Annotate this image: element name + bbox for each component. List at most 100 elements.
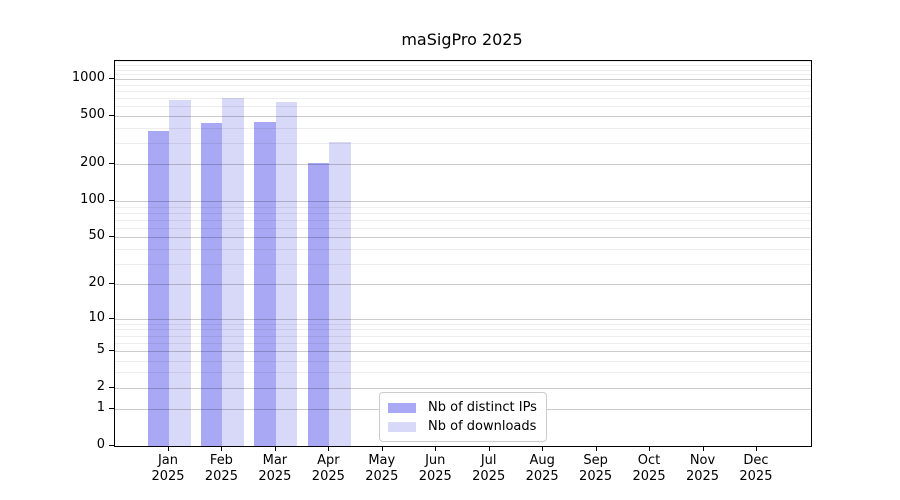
x-tick-label-oct: Oct 2025 xyxy=(617,453,681,484)
x-tick-mark-apr xyxy=(328,446,330,451)
gridline-1200 xyxy=(115,69,811,71)
gridline-3 xyxy=(115,372,811,374)
y-tick-mark-20 xyxy=(109,283,114,285)
x-tick-year: 2025 xyxy=(632,468,666,484)
y-tick-mark-500 xyxy=(109,114,114,116)
bar-downloads-mar xyxy=(275,102,298,446)
x-tick-month: Sep xyxy=(583,453,608,468)
x-tick-year: 2025 xyxy=(258,468,292,484)
x-tick-year: 2025 xyxy=(151,468,185,484)
legend-row-distinct-ips: Nb of distinct IPs xyxy=(388,398,538,417)
y-tick-label-200: 200 xyxy=(80,155,105,171)
y-tick-mark-0 xyxy=(109,445,114,446)
gridline-1400 xyxy=(115,61,811,63)
gridline-20 xyxy=(115,284,811,286)
x-tick-label-apr: Apr 2025 xyxy=(296,453,360,484)
x-tick-mark-jan xyxy=(168,446,169,451)
gridline-80 xyxy=(115,212,811,214)
x-tick-year: 2025 xyxy=(739,468,773,484)
gridline-8 xyxy=(115,329,811,331)
bar-distinct-ips-feb xyxy=(200,122,223,446)
gridline-600 xyxy=(115,106,811,108)
x-tick-mark-may xyxy=(381,446,383,451)
bar-downloads-apr xyxy=(329,142,351,446)
gridline-1000 xyxy=(115,79,811,81)
x-tick-month: Mar xyxy=(262,453,288,468)
bar-downloads-feb xyxy=(222,98,244,446)
x-tick-month: Dec xyxy=(743,453,769,468)
legend-label-distinct-ips: Nb of distinct IPs xyxy=(428,400,537,415)
y-tick-label-100: 100 xyxy=(80,191,105,207)
gridline-1100 xyxy=(115,74,811,76)
bar-distinct-ips-apr xyxy=(307,163,330,446)
y-tick-label-10: 10 xyxy=(88,309,105,325)
x-tick-month: Jan xyxy=(157,453,179,468)
x-tick-mark-nov xyxy=(702,446,704,451)
gridline-90 xyxy=(115,206,811,208)
x-tick-month: Jun xyxy=(425,453,446,468)
x-tick-year: 2025 xyxy=(472,468,506,484)
y-tick-mark-50 xyxy=(109,236,114,238)
gridline-200 xyxy=(115,164,811,166)
x-tick-label-nov: Nov 2025 xyxy=(671,453,735,484)
y-tick-mark-200 xyxy=(109,163,114,165)
gridline-40 xyxy=(115,248,811,250)
x-tick-mark-sep xyxy=(595,446,597,451)
x-tick-mark-feb xyxy=(221,446,223,451)
legend-swatch-distinct-ips xyxy=(388,402,416,413)
x-tick-label-may: May 2025 xyxy=(350,453,414,484)
gridline-30 xyxy=(115,263,811,265)
x-tick-label-dec: Dec 2025 xyxy=(724,453,788,484)
x-tick-label-feb: Feb 2025 xyxy=(189,453,253,484)
x-tick-year: 2025 xyxy=(311,468,345,484)
x-tick-year: 2025 xyxy=(365,468,399,484)
y-tick-mark-5 xyxy=(109,349,114,351)
y-tick-label-1: 1 xyxy=(96,400,105,416)
y-tick-label-2: 2 xyxy=(96,378,105,394)
gridline-50 xyxy=(115,237,811,239)
gridline-1300 xyxy=(115,65,811,67)
plot-area xyxy=(114,60,812,447)
x-tick-mark-mar xyxy=(274,446,276,451)
x-tick-month: Aug xyxy=(529,453,555,468)
x-tick-mark-jun xyxy=(435,446,437,451)
gridline-2 xyxy=(115,387,811,389)
y-tick-mark-100 xyxy=(109,199,114,201)
gridline-700 xyxy=(115,98,811,100)
bar-downloads-jan xyxy=(169,100,191,446)
gridline-800 xyxy=(115,91,811,93)
y-tick-label-500: 500 xyxy=(80,106,105,122)
x-tick-month: May xyxy=(368,453,396,468)
x-tick-mark-oct xyxy=(649,446,651,451)
x-tick-month: Apr xyxy=(317,453,340,468)
y-tick-mark-10 xyxy=(109,317,114,319)
x-tick-label-sep: Sep 2025 xyxy=(564,453,628,484)
gridline-70 xyxy=(115,219,811,221)
y-tick-label-5: 5 xyxy=(96,341,105,357)
x-tick-year: 2025 xyxy=(579,468,613,484)
legend-label-downloads: Nb of downloads xyxy=(428,419,537,434)
y-tick-label-50: 50 xyxy=(88,228,105,244)
y-tick-mark-1000 xyxy=(109,78,114,80)
x-tick-label-aug: Aug 2025 xyxy=(510,453,574,484)
chart-title: maSigPro 2025 xyxy=(401,30,523,49)
gridline-300 xyxy=(115,143,811,145)
y-tick-mark-1 xyxy=(109,408,114,410)
legend-swatch-downloads xyxy=(388,421,416,432)
bars-layer xyxy=(115,61,811,446)
gridline-60 xyxy=(115,227,811,229)
x-tick-year: 2025 xyxy=(525,468,559,484)
gridline-100 xyxy=(115,200,811,202)
gridline-900 xyxy=(115,84,811,86)
x-tick-year: 2025 xyxy=(204,468,238,484)
x-tick-year: 2025 xyxy=(418,468,452,484)
gridline-4 xyxy=(115,360,811,362)
gridline-10 xyxy=(115,318,811,320)
gridline-400 xyxy=(115,127,811,129)
legend-row-downloads: Nb of downloads xyxy=(388,417,538,436)
bar-distinct-ips-mar xyxy=(254,121,276,446)
x-tick-year: 2025 xyxy=(685,468,720,484)
y-tick-label-0: 0 xyxy=(96,437,105,452)
x-tick-mark-dec xyxy=(755,446,757,451)
